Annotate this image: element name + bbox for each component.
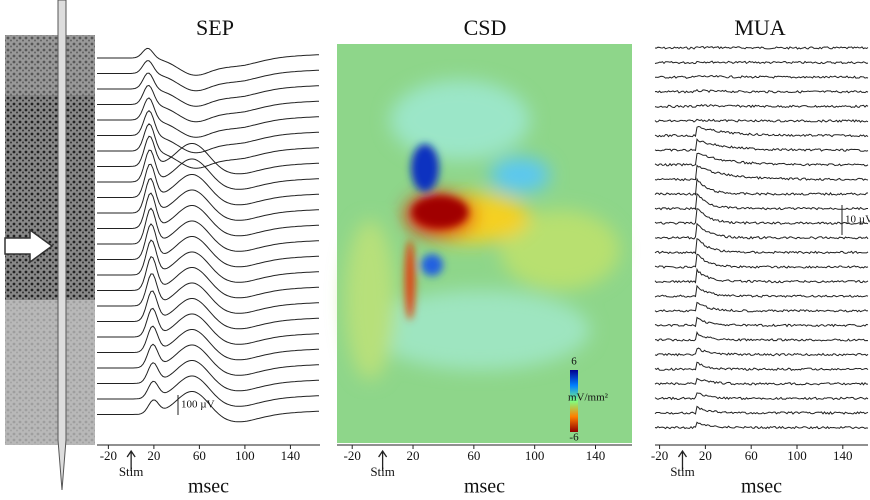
sep-trace xyxy=(97,391,320,423)
x-tick-label: 20 xyxy=(147,448,160,463)
stim-label: Stim xyxy=(670,464,695,479)
mua-trace xyxy=(654,331,869,342)
x-tick-label: 140 xyxy=(281,448,301,463)
mua-trace xyxy=(654,208,869,225)
x-tick-label: 60 xyxy=(193,448,206,463)
mua-trace xyxy=(654,177,869,196)
mua-trace xyxy=(654,118,869,123)
x-tick-label: 60 xyxy=(745,448,758,463)
x-axis-label: msec xyxy=(464,476,505,498)
x-axis-label: msec xyxy=(188,476,229,498)
x-tick-label: 20 xyxy=(699,448,712,463)
mua-trace xyxy=(654,405,869,415)
sep-trace xyxy=(97,307,320,345)
sep-trace xyxy=(97,84,320,123)
mua-trace xyxy=(654,237,869,255)
sep-trace xyxy=(97,273,320,314)
stim-label: Stim xyxy=(119,464,144,479)
sep-trace xyxy=(97,325,320,361)
sep-trace xyxy=(97,72,320,107)
mua-trace xyxy=(654,347,869,357)
colorbar-min: -6 xyxy=(569,432,579,444)
sep-trace xyxy=(97,60,320,92)
scale-label: 10 µV xyxy=(845,214,870,226)
sep-trace xyxy=(97,343,320,376)
sep-trace xyxy=(97,239,320,283)
panel-title: SEP xyxy=(196,15,234,40)
x-tick-label: 60 xyxy=(467,448,480,463)
panel-title: MUA xyxy=(734,15,785,40)
stim-arrow xyxy=(677,449,688,471)
mua-trace xyxy=(654,361,869,371)
x-tick-label: 100 xyxy=(525,448,545,463)
mua-trace xyxy=(654,45,869,50)
mua-trace xyxy=(654,301,869,313)
mua-trace xyxy=(654,392,869,401)
mua-trace xyxy=(654,377,868,386)
mua-trace xyxy=(654,253,869,269)
sep-trace xyxy=(97,192,320,237)
x-tick-label: 140 xyxy=(833,448,853,463)
mua-trace xyxy=(654,164,869,182)
sep-trace xyxy=(97,110,320,154)
stim-label: Stim xyxy=(370,464,395,479)
x-tick-label: -20 xyxy=(344,448,361,463)
mua-trace xyxy=(654,88,869,94)
mua-trace xyxy=(654,284,869,298)
traces xyxy=(97,45,869,430)
stim-arrow xyxy=(126,449,136,471)
stim-arrow xyxy=(378,449,388,471)
sep-trace xyxy=(97,47,320,76)
sep-trace xyxy=(97,177,320,221)
scale-label: 100 µV xyxy=(181,399,215,411)
mua-trace xyxy=(654,421,869,430)
colorbar-max: 6 xyxy=(571,356,577,368)
sep-trace xyxy=(97,97,320,138)
sep-trace xyxy=(97,123,320,169)
mua-trace xyxy=(654,152,869,167)
mua-trace xyxy=(654,104,869,109)
mua-trace xyxy=(654,60,869,65)
sep-trace xyxy=(97,290,320,330)
sep-trace xyxy=(97,223,320,268)
mua-trace xyxy=(654,316,869,328)
x-tick-label: -20 xyxy=(100,448,117,463)
csd-map xyxy=(337,44,632,443)
sep-trace xyxy=(97,207,320,252)
sep-trace xyxy=(97,256,320,299)
x-tick-label: 140 xyxy=(586,448,606,463)
sep-trace xyxy=(97,149,320,190)
panel-title: CSD xyxy=(464,15,507,40)
x-tick-label: 100 xyxy=(787,448,807,463)
x-tick-label: 20 xyxy=(407,448,420,463)
mua-trace xyxy=(655,74,869,79)
x-tick-label: 100 xyxy=(235,448,255,463)
histology xyxy=(4,0,95,491)
sep-trace xyxy=(97,375,320,407)
mua-trace xyxy=(654,192,868,211)
colorbar-label: mV/mm² xyxy=(568,392,609,404)
sep-trace xyxy=(97,135,320,175)
mua-trace xyxy=(654,222,869,240)
x-axis-label: msec xyxy=(741,476,782,498)
mua-trace xyxy=(654,125,869,138)
mua-trace xyxy=(654,267,869,284)
sep-trace xyxy=(97,360,320,392)
sep-trace xyxy=(97,163,320,206)
mua-trace xyxy=(654,138,869,152)
x-tick-label: -20 xyxy=(651,448,668,463)
